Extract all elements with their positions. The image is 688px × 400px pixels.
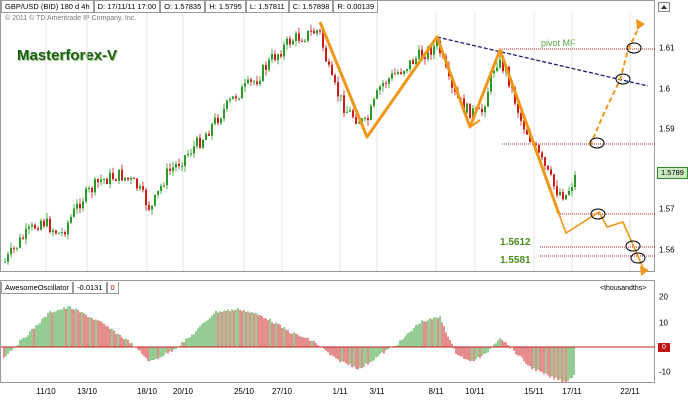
date-label: D: 17/11/11 17:00: [93, 1, 161, 13]
x-tick: 13/10: [76, 387, 98, 396]
symbol-label[interactable]: GBP/USD (BID) 180 d 4h: [1, 1, 94, 13]
x-tick: 18/10: [136, 387, 158, 396]
oscillator-name[interactable]: AwesomeOscillator: [1, 282, 74, 294]
time-axis[interactable]: 11/10 13/10 18/10 20/10 25/10 27/10 1/11…: [0, 387, 688, 400]
scroll-up-icon[interactable]: [658, 2, 670, 12]
price-axis[interactable]: 1.61 1.6 1.59 1.57 1.56: [655, 0, 688, 272]
range-label: R: 0.00139: [333, 1, 379, 13]
low-label: L: 1.57811: [245, 1, 289, 13]
x-tick: 8/11: [428, 387, 444, 396]
x-tick: 22/11: [620, 387, 640, 396]
oscillator-axis[interactable]: 20 10 -10: [655, 280, 688, 383]
pivot-mf-label: pivot MF: [541, 38, 576, 48]
high-label: H: 1.5795: [205, 1, 246, 13]
x-tick: 15/11: [524, 387, 544, 396]
brand-watermark: Masterforex-V: [17, 47, 118, 64]
thousandths-label: <thousandths>: [600, 285, 647, 292]
copyright-text: © 2011 © TD Ameritrade IP Company, Inc.: [5, 15, 137, 22]
x-tick: 1/11: [332, 387, 348, 396]
y-tick: 1.57: [659, 204, 675, 214]
oscillator-panel[interactable]: AwesomeOscillator -0.0131 0: [0, 280, 655, 383]
close-label: C: 1.57898: [288, 1, 334, 13]
x-tick: 20/10: [172, 387, 194, 396]
x-tick: 25/10: [233, 387, 255, 396]
oscillator-zero-badge: 0: [106, 282, 119, 294]
y-tick: 1.56: [659, 245, 675, 255]
osc-zero-tag: 0: [658, 343, 670, 352]
y-tick: 1.6: [659, 84, 671, 94]
osc-y-tick: 20: [659, 292, 668, 302]
x-tick: 27/10: [271, 387, 293, 396]
osc-y-tick: -10: [659, 367, 671, 377]
x-tick: 3/11: [369, 387, 385, 396]
open-label: O: 1.57835: [160, 1, 206, 13]
oscillator-value: -0.0131: [73, 282, 107, 294]
y-tick: 1.59: [659, 124, 675, 134]
x-tick: 11/10: [36, 387, 56, 396]
last-price-tag: 1.5789: [657, 167, 688, 179]
x-tick: 17/11: [562, 387, 582, 396]
level-label-2: 1.5581: [500, 255, 531, 266]
osc-y-tick: 10: [659, 318, 668, 328]
y-tick: 1.61: [659, 43, 675, 53]
price-header: GBP/USD (BID) 180 d 4h D: 17/11/11 17:00…: [1, 1, 379, 13]
price-chart-panel[interactable]: GBP/USD (BID) 180 d 4h D: 17/11/11 17:00…: [0, 0, 655, 272]
oscillator-header: AwesomeOscillator -0.0131 0: [1, 282, 119, 294]
x-tick: 10/11: [465, 387, 485, 396]
level-label-1: 1.5612: [500, 237, 531, 248]
